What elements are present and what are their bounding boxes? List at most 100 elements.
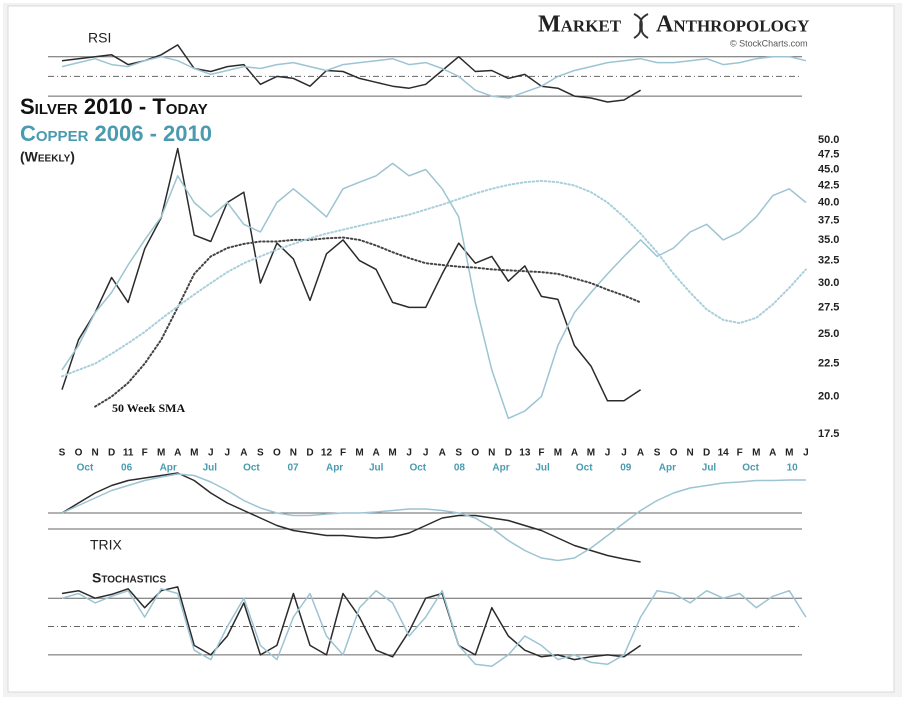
x-tick-label: M bbox=[388, 448, 396, 459]
x-tick-label: M bbox=[554, 448, 562, 459]
x-tick-label: O bbox=[75, 448, 83, 459]
panel-title: Stochastics bbox=[92, 570, 166, 586]
x-tick-label: N bbox=[91, 448, 98, 459]
x2-tick-label: Apr bbox=[492, 463, 509, 474]
x-tick-label: S bbox=[59, 448, 66, 459]
x2-tick-label: 10 bbox=[787, 463, 799, 474]
y-tick-label: 32.5 bbox=[818, 255, 839, 267]
x-tick-label: D bbox=[108, 448, 115, 459]
x-tick-label: D bbox=[505, 448, 512, 459]
x2-tick-label: Jul bbox=[535, 463, 550, 474]
x2-tick-label: 06 bbox=[121, 463, 133, 474]
x-tick-label: M bbox=[157, 448, 165, 459]
y-tick-label: 42.5 bbox=[818, 179, 839, 191]
x2-tick-label: 08 bbox=[454, 463, 466, 474]
x-tick-label: O bbox=[273, 448, 281, 459]
x-tick-label: A bbox=[571, 448, 578, 459]
y-tick-label: 30.0 bbox=[818, 277, 839, 289]
series-line bbox=[61, 162, 807, 420]
x-tick-label: J bbox=[406, 448, 412, 459]
x-tick-label: A bbox=[372, 448, 379, 459]
x-tick-label: A bbox=[439, 448, 446, 459]
x2-tick-label: 07 bbox=[287, 463, 299, 474]
x-tick-label: F bbox=[538, 448, 544, 459]
x-tick-label: M bbox=[587, 448, 595, 459]
y-tick-label: 37.5 bbox=[818, 214, 839, 226]
x-tick-label: 13 bbox=[519, 448, 531, 459]
x-tick-label: M bbox=[752, 448, 760, 459]
x-tick-label: M bbox=[785, 448, 793, 459]
panel-title: TRIX bbox=[90, 537, 123, 553]
y-tick-label: 17.5 bbox=[818, 428, 839, 440]
x-tick-label: M bbox=[190, 448, 198, 459]
series-line bbox=[61, 179, 807, 378]
y-tick-label: 25.0 bbox=[818, 328, 839, 340]
x-tick-label: S bbox=[257, 448, 264, 459]
series-line bbox=[61, 44, 641, 103]
brand-left: Market bbox=[538, 12, 622, 38]
panel-title: RSI bbox=[88, 30, 111, 46]
x-tick-label: 14 bbox=[718, 448, 730, 459]
x-tick-label: A bbox=[637, 448, 644, 459]
x2-tick-label: Oct bbox=[576, 463, 593, 474]
series-line bbox=[61, 472, 641, 563]
x-tick-label: O bbox=[670, 448, 678, 459]
y-tick-label: 40.0 bbox=[818, 196, 839, 208]
x-tick-label: J bbox=[621, 448, 627, 459]
y-tick-label: 27.5 bbox=[818, 301, 839, 313]
series-line bbox=[61, 588, 807, 667]
x-tick-label: O bbox=[471, 448, 479, 459]
x-tick-label: 12 bbox=[321, 448, 333, 459]
series-line bbox=[94, 236, 642, 408]
x-tick-label: S bbox=[455, 448, 462, 459]
x2-tick-label: Apr bbox=[659, 463, 676, 474]
y-tick-label: 45.0 bbox=[818, 163, 839, 175]
x2-tick-label: Apr bbox=[160, 463, 177, 474]
x2-tick-label: Oct bbox=[243, 463, 260, 474]
x-tick-label: D bbox=[703, 448, 710, 459]
x-tick-label: J bbox=[423, 448, 429, 459]
x-tick-label: J bbox=[803, 448, 809, 459]
series-line bbox=[61, 147, 642, 402]
x2-tick-label: Apr bbox=[326, 463, 343, 474]
x2-tick-label: Jul bbox=[702, 463, 717, 474]
x-tick-label: A bbox=[240, 448, 247, 459]
x-tick-label: N bbox=[488, 448, 495, 459]
subtitle: (Weekly) bbox=[20, 149, 75, 165]
x-tick-label: N bbox=[290, 448, 297, 459]
y-tick-label: 47.5 bbox=[818, 148, 839, 160]
dna-icon bbox=[633, 13, 649, 39]
brand-right: Anthropology bbox=[656, 12, 809, 38]
legend-label: Silver 2010 - Today bbox=[20, 94, 208, 119]
x-tick-label: A bbox=[769, 448, 776, 459]
x-tick-label: J bbox=[225, 448, 231, 459]
x-tick-label: N bbox=[687, 448, 694, 459]
y-tick-label: 35.0 bbox=[818, 234, 839, 246]
x2-tick-label: Jul bbox=[203, 463, 218, 474]
series-line bbox=[61, 473, 806, 562]
x2-tick-label: Oct bbox=[409, 463, 426, 474]
x-tick-label: F bbox=[737, 448, 743, 459]
x-tick-label: M bbox=[355, 448, 363, 459]
x-tick-label: J bbox=[605, 448, 611, 459]
x-tick-label: D bbox=[306, 448, 313, 459]
x-tick-label: J bbox=[208, 448, 214, 459]
y-tick-label: 22.5 bbox=[818, 358, 839, 370]
annotation: 50 Week SMA bbox=[112, 401, 185, 415]
x2-tick-label: 09 bbox=[620, 463, 632, 474]
x2-tick-label: Jul bbox=[369, 463, 384, 474]
y-tick-label: 20.0 bbox=[818, 391, 839, 403]
source: © StockCharts.com bbox=[730, 38, 808, 48]
x2-tick-label: Oct bbox=[77, 463, 94, 474]
x-tick-label: S bbox=[654, 448, 661, 459]
y-tick-label: 50.0 bbox=[818, 134, 839, 146]
x-tick-label: F bbox=[142, 448, 148, 459]
x2-tick-label: Oct bbox=[742, 463, 759, 474]
x-tick-label: 11 bbox=[123, 448, 134, 459]
series-line bbox=[61, 55, 807, 99]
x-tick-label: F bbox=[340, 448, 346, 459]
legend-label: Copper 2006 - 2010 bbox=[20, 121, 212, 146]
x-tick-label: A bbox=[174, 448, 181, 459]
